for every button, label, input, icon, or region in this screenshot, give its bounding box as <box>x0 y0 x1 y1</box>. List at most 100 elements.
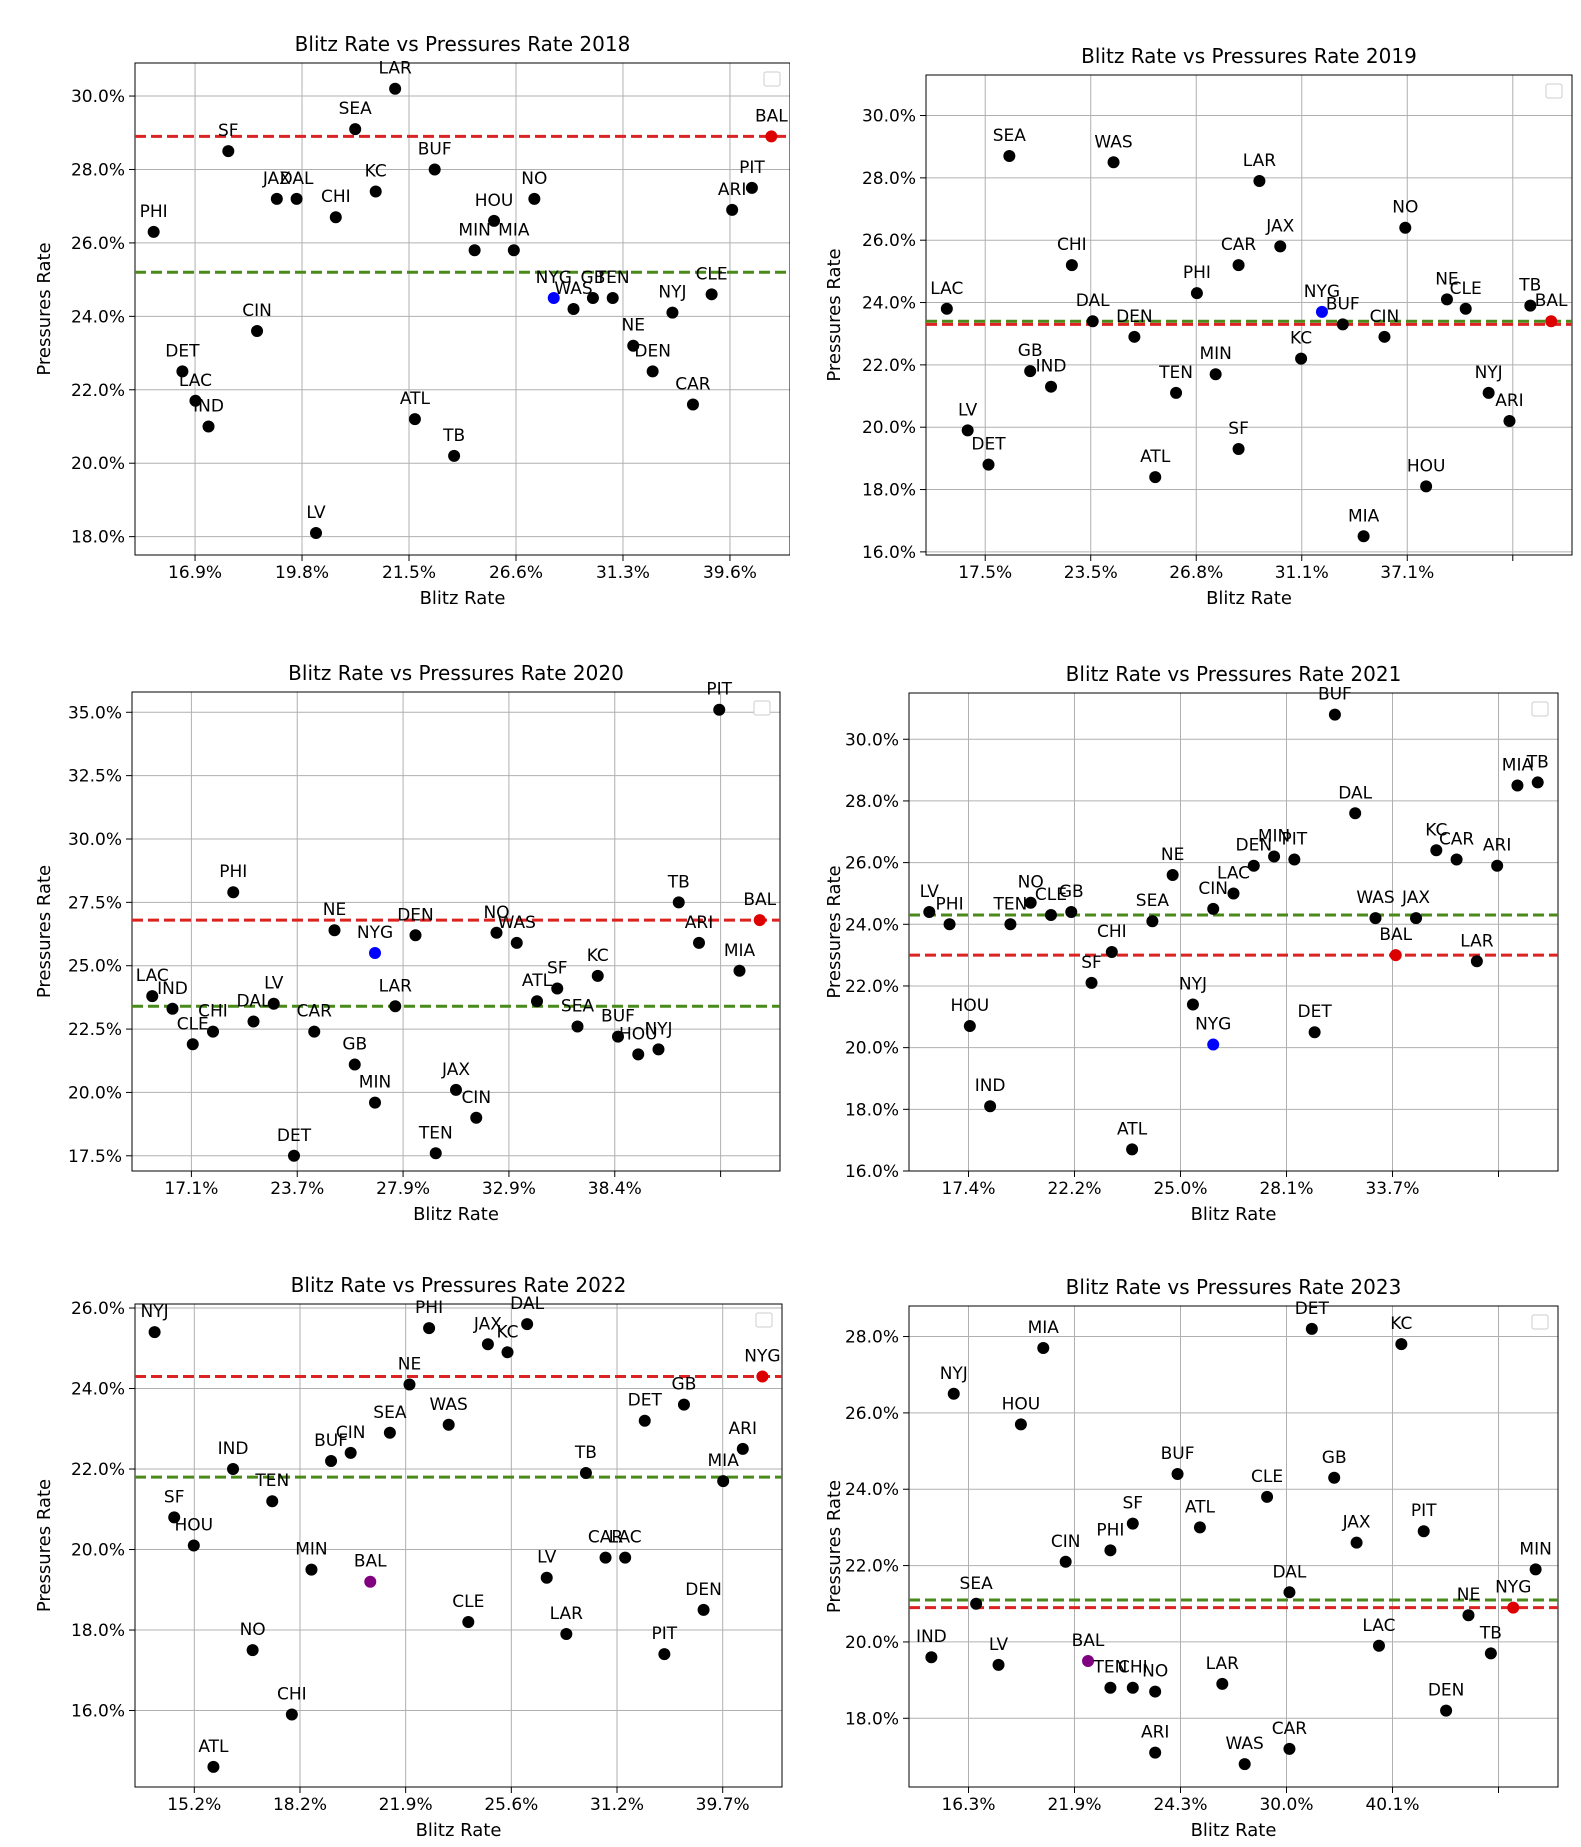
data-point <box>1024 365 1037 378</box>
point-label: LAR <box>550 1604 583 1624</box>
y-tick-label: 22.0% <box>845 977 899 997</box>
chart-title: Blitz Rate vs Pressures Rate 2020 <box>288 661 624 685</box>
legend-box <box>1531 701 1549 717</box>
point-label: BUF <box>1318 685 1352 705</box>
point-label: LAC <box>179 371 212 391</box>
y-tick-label: 20.0% <box>845 1039 899 1059</box>
data-point <box>1082 1655 1095 1668</box>
point-label: WAS <box>430 1395 468 1415</box>
data-point <box>925 1651 938 1664</box>
point-label: DEN <box>397 905 434 925</box>
x-tick-label: 17.5% <box>958 563 1012 583</box>
point-label: GB <box>342 1035 367 1055</box>
point-label: BAL <box>1072 1631 1105 1651</box>
y-axis-label: Pressures Rate <box>824 1480 845 1613</box>
x-tick-label: 16.9% <box>168 563 222 583</box>
data-point <box>943 918 956 931</box>
y-tick-label: 16.0% <box>845 1162 899 1182</box>
point-label: MIN <box>1258 826 1290 846</box>
y-tick-label: 26.0% <box>845 854 899 874</box>
point-label: TB <box>667 872 690 892</box>
y-axis-label: Pressures Rate <box>824 865 845 998</box>
data-point <box>528 192 541 205</box>
data-point <box>1253 174 1266 187</box>
point-label: LAR <box>1460 931 1493 951</box>
chart-6: 16.3% 21.9% 24.3% 30.0% 40.1% 18.0% 20.0% 22.0%… <box>824 1275 1559 1841</box>
axes-frame <box>134 62 790 556</box>
data-point <box>1216 1677 1229 1690</box>
x-tick-label: 21.9% <box>1047 1795 1101 1815</box>
point-label: NYJ <box>658 283 686 303</box>
x-tick-label: 39.7% <box>696 1795 750 1815</box>
data-point <box>1378 330 1391 343</box>
point-label: CHI <box>1097 922 1127 942</box>
point-label: GB <box>1059 882 1084 902</box>
point-label: GB <box>1018 341 1043 361</box>
x-tick-label: 25.6% <box>484 1795 538 1815</box>
point-label: NO <box>483 903 509 923</box>
point-label: DET <box>628 1391 663 1411</box>
x-tick-label: 21.9% <box>379 1795 433 1815</box>
data-point <box>1511 779 1524 792</box>
data-point <box>1420 480 1433 493</box>
point-label: LAC <box>609 1528 642 1548</box>
point-label: TB <box>574 1443 597 1463</box>
point-label: PHI <box>415 1298 443 1318</box>
point-label: KC <box>1425 820 1447 840</box>
data-point <box>349 123 362 136</box>
point-label: PIT <box>1411 1501 1437 1521</box>
data-point <box>1065 905 1078 918</box>
data-point <box>1247 859 1260 872</box>
point-label: MIN <box>458 220 490 240</box>
point-label: LAC <box>930 279 963 299</box>
point-label: JAX <box>262 169 291 189</box>
data-point <box>246 1644 259 1657</box>
data-point <box>547 291 560 304</box>
point-label: NYJ <box>1179 974 1207 994</box>
point-label: NE <box>622 316 645 336</box>
point-label: NYG <box>536 268 572 288</box>
data-point <box>329 211 342 224</box>
point-label: PHI <box>1183 263 1211 283</box>
y-tick-label: 26.0% <box>71 1299 125 1319</box>
data-point <box>521 1318 534 1331</box>
x-tick-label: 32.9% <box>482 1179 536 1199</box>
data-point <box>481 1338 494 1351</box>
data-point <box>207 1025 219 1038</box>
y-tick-label: 24.0% <box>845 915 899 935</box>
point-label: MIN <box>359 1073 391 1093</box>
point-label: ARI <box>1141 1723 1169 1743</box>
y-tick-label: 20.0% <box>71 454 125 474</box>
point-label: TEN <box>1092 1658 1127 1678</box>
x-tick-label: 17.1% <box>164 1179 218 1199</box>
data-point <box>1207 902 1220 915</box>
point-label: NO <box>1018 873 1044 893</box>
point-label: DAL <box>1272 1562 1306 1582</box>
data-point <box>166 1002 179 1015</box>
data-point <box>717 1475 730 1488</box>
point-label: CIN <box>461 1088 491 1108</box>
data-point <box>591 969 604 982</box>
legend-box <box>1545 83 1563 99</box>
point-label: SEA <box>993 126 1027 146</box>
data-point <box>222 145 235 158</box>
point-label: KC <box>496 1322 518 1342</box>
data-point <box>488 214 501 227</box>
data-point <box>753 914 766 927</box>
y-tick-label: 17.5% <box>68 1147 122 1167</box>
point-label: NYG <box>1304 282 1340 302</box>
data-point <box>736 1442 749 1455</box>
point-label: HOU <box>1407 456 1446 476</box>
chart-5: 15.2% 18.2% 21.9% 25.6% 31.2% 39.7% 16.0% 18.0%… <box>34 1273 783 1841</box>
data-point <box>1207 1038 1220 1051</box>
data-point <box>1417 1525 1430 1538</box>
point-label: ATL <box>1185 1497 1216 1517</box>
point-label: SEA <box>960 1574 994 1594</box>
point-label: CLE <box>1035 885 1067 905</box>
point-label: NYJ <box>644 1019 672 1039</box>
data-point <box>266 1495 279 1508</box>
point-label: LAR <box>379 976 412 996</box>
point-label: CLE <box>452 1592 484 1612</box>
point-label: TEN <box>992 894 1027 914</box>
